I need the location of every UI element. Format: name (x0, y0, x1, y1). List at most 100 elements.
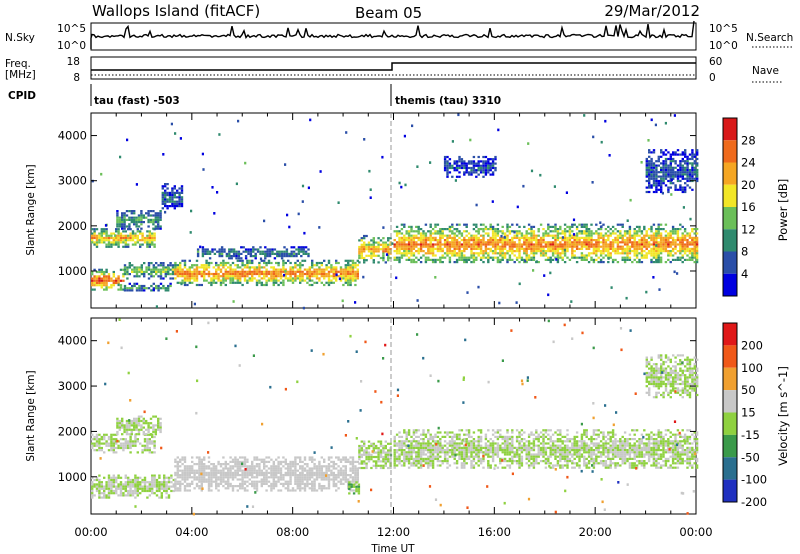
echo-cell (568, 239, 572, 242)
echo-cell (535, 250, 538, 253)
echo-cell (258, 272, 261, 276)
echo-cell (664, 153, 668, 156)
echo-cell (228, 248, 231, 251)
echo-cell (377, 241, 380, 244)
echo-cell (339, 467, 343, 470)
echo-cell (260, 458, 263, 461)
echo-cell (241, 456, 244, 459)
echo-cell (138, 266, 141, 269)
echo-cell (556, 228, 560, 231)
echo-cell (303, 463, 307, 466)
echo-cell (91, 492, 94, 495)
freq-unit-label: [MHz] (5, 69, 36, 81)
power-colorbar-label: Power [dB] (776, 179, 790, 242)
echo-cell (270, 275, 273, 278)
echo-cell (148, 245, 151, 248)
echo-cell (112, 273, 115, 276)
echo-cell (520, 245, 524, 248)
echo-cell (303, 231, 306, 235)
echo-cell (231, 458, 235, 461)
echo-cell (136, 241, 139, 244)
echo-cell (180, 187, 184, 190)
echo-cell (412, 236, 416, 239)
echo-cell (306, 478, 309, 481)
echo-cell (344, 270, 347, 273)
echo-cell (578, 241, 581, 244)
echo-cell (354, 478, 357, 481)
echo-cell (335, 266, 338, 269)
echo-cell (638, 239, 641, 242)
echo-cell (195, 279, 199, 282)
echo-cell (172, 489, 175, 493)
echo-cell (256, 250, 260, 253)
echo-cell (463, 239, 466, 242)
echo-cell (263, 478, 266, 481)
echo-cell (117, 277, 120, 280)
echo-cell (224, 471, 227, 474)
echo-cell (325, 272, 328, 276)
echo-cell (176, 487, 179, 490)
echo-cell (299, 275, 302, 278)
echo-cell (342, 458, 345, 461)
echo-cell (311, 270, 314, 273)
echo-cell (387, 252, 390, 255)
echo-cell (143, 440, 147, 443)
echo-cell (95, 234, 99, 237)
echo-cell (609, 241, 612, 244)
echo-cell (246, 489, 249, 492)
echo-cell (335, 273, 338, 277)
echo-cell (683, 250, 687, 253)
echo-cell (347, 272, 350, 276)
echo-cell (482, 261, 485, 264)
echo-cell (351, 469, 355, 472)
echo-cell (277, 465, 280, 468)
echo-cell (195, 463, 199, 466)
echo-cell (137, 216, 141, 219)
echo-cell (652, 245, 656, 248)
echo-cell (110, 487, 113, 490)
echo-cell (590, 258, 593, 261)
echo-cell (127, 446, 130, 450)
echo-cell (315, 465, 319, 468)
echo-cell (255, 487, 259, 490)
echo-cell (523, 247, 526, 250)
echo-cell (453, 166, 456, 170)
echo-cell (395, 241, 399, 244)
echo-cell (103, 433, 106, 436)
echo-cell (299, 476, 302, 479)
echo-cell (122, 275, 125, 278)
echo-cell (659, 223, 663, 226)
echo-cell (282, 283, 285, 287)
echo-cell (412, 230, 416, 233)
echo-cell (347, 460, 350, 463)
echo-cell (131, 485, 135, 488)
echo-cell (131, 264, 134, 267)
echo-cell (657, 252, 660, 255)
echo-cell (290, 255, 293, 258)
echo-cell (243, 463, 247, 466)
echo-cell (684, 171, 687, 174)
echo-cell (436, 245, 440, 248)
echo-cell (674, 162, 677, 165)
echo-cell (246, 467, 249, 470)
echo-cell (349, 460, 352, 463)
echo-cell (377, 254, 380, 257)
echo-cell (143, 262, 146, 265)
echo-cell (575, 243, 579, 246)
echo-cell (315, 489, 319, 492)
echo-cell (217, 277, 220, 280)
echo-cell (516, 205, 519, 209)
echo-cell (275, 272, 278, 276)
echo-cell (296, 485, 299, 488)
echo-cell (311, 469, 314, 472)
echo-cell (306, 268, 309, 271)
echo-cell (135, 183, 138, 186)
echo-cell (260, 281, 263, 284)
echo-cell (127, 444, 130, 447)
echo-cell (263, 219, 266, 223)
echo-cell (491, 164, 495, 167)
echo-cell (117, 230, 120, 233)
echo-cell (489, 169, 492, 172)
echo-cell (463, 162, 466, 165)
echo-cell (272, 485, 275, 488)
